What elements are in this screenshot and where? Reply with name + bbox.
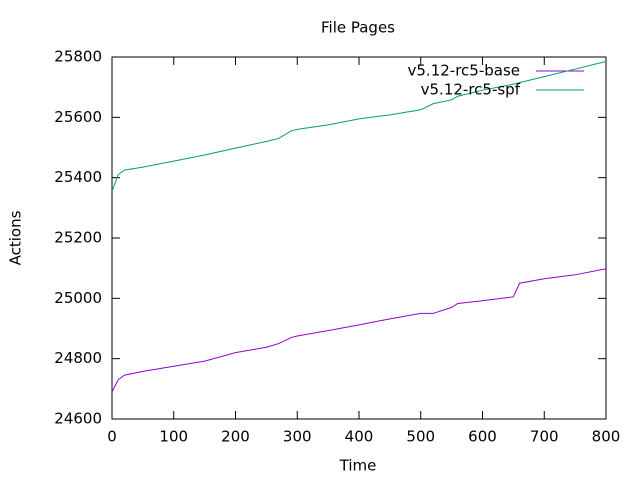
series-line xyxy=(111,268,607,393)
x-tick-label: 300 xyxy=(283,428,312,446)
y-tick-label: 25200 xyxy=(54,229,102,247)
y-tick-label: 25000 xyxy=(54,289,102,307)
x-tick-label: 200 xyxy=(221,428,250,446)
y-tick-label: 25800 xyxy=(54,48,102,66)
x-tick-label: 800 xyxy=(592,428,621,446)
x-tick-label: 100 xyxy=(159,428,188,446)
x-tick-label: 600 xyxy=(468,428,497,446)
series-line xyxy=(111,61,607,192)
x-tick-label: 700 xyxy=(530,428,559,446)
legend-label: v5.12-rc5-base xyxy=(408,62,521,80)
x-tick-label: 500 xyxy=(406,428,435,446)
y-tick-label: 25400 xyxy=(54,168,102,186)
y-tick-label: 24600 xyxy=(54,410,102,428)
y-axis-label: Actions xyxy=(7,210,25,265)
chart-title: File Pages xyxy=(321,19,395,37)
x-tick-label: 0 xyxy=(107,428,117,446)
legend-label: v5.12-rc5-spf xyxy=(421,81,521,99)
plot-frame xyxy=(111,56,607,420)
y-tick-label: 25600 xyxy=(54,108,102,126)
x-axis-label: Time xyxy=(339,457,377,475)
x-tick-label: 400 xyxy=(345,428,374,446)
y-tick-label: 24800 xyxy=(54,349,102,367)
